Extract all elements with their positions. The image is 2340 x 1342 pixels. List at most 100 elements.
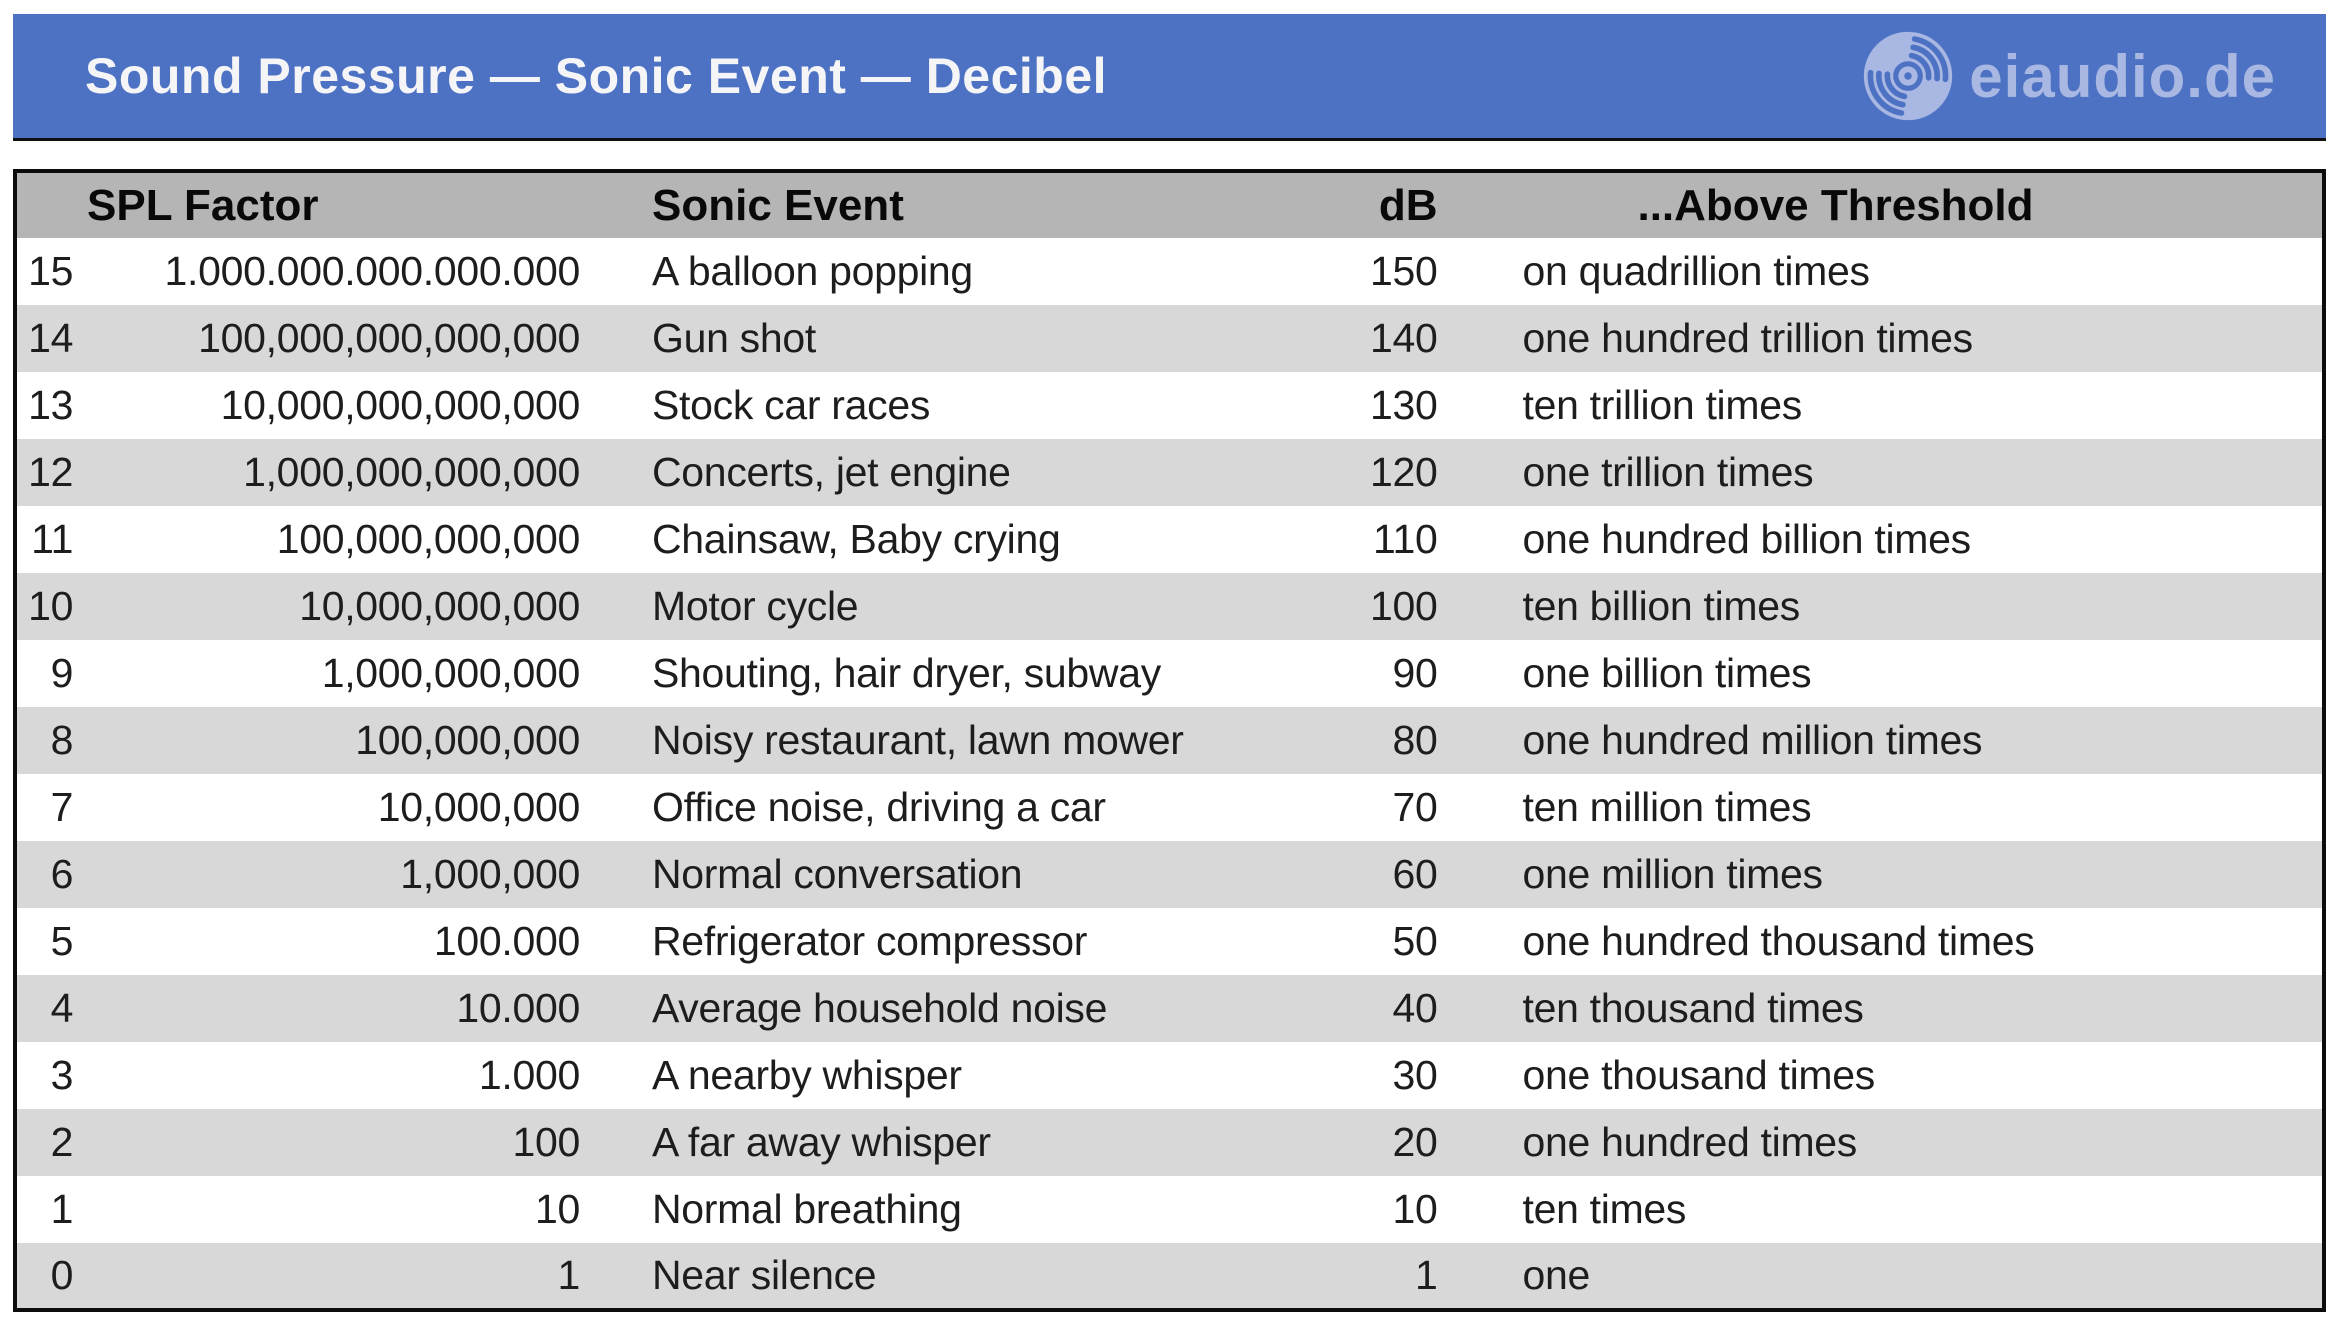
table-row: 1 10 Normal breathing 10 ten times (15, 1176, 2324, 1243)
spl-factor-value: 100.000 (433, 918, 580, 964)
table-row: 2 100 A far away whisper 20 one hundred … (15, 1109, 2324, 1176)
above-threshold: ten trillion times (1522, 382, 1802, 428)
db-value: 70 (1392, 784, 1438, 830)
table-row: 5 100.000 Refrigerator compressor 50 one… (15, 908, 2324, 975)
sonic-event: Stock car races (652, 382, 931, 428)
table-row: 11 100,000,000,000 Chainsaw, Baby crying… (15, 506, 2324, 573)
db-value: 140 (1369, 315, 1438, 361)
table-row: 7 10,000,000 Office noise, driving a car… (15, 774, 2324, 841)
spl-exponent: 1 (50, 1186, 74, 1232)
spl-exponent: 15 (28, 248, 74, 294)
page-title: Sound Pressure — Sonic Event — Decibel (85, 48, 1108, 104)
above-threshold: one hundred billion times (1522, 516, 1971, 562)
spl-factor-value: 1.000.000.000.000.000 (164, 248, 581, 294)
sonic-event: Normal breathing (652, 1186, 962, 1232)
spl-exponent: 7 (50, 784, 74, 830)
table-row: 4 10.000 Average household noise 40 ten … (15, 975, 2324, 1042)
column-header-spl-factor: SPL Factor (15, 171, 596, 238)
header-row: SPL Factor Sonic Event dB ...Above Thres… (15, 171, 2324, 238)
above-threshold: one hundred million times (1522, 717, 1983, 763)
db-value: 150 (1369, 248, 1438, 294)
db-value: 40 (1392, 985, 1438, 1031)
above-threshold: on quadrillion times (1522, 248, 1870, 294)
brand-wordmark: eiaudio.de (1969, 42, 2276, 110)
banner: Sound Pressure — Sonic Event — Decibel e… (13, 14, 2326, 141)
sonic-event: A far away whisper (652, 1119, 991, 1165)
db-value: 80 (1392, 717, 1438, 763)
spl-exponent: 10 (28, 583, 74, 629)
above-threshold: one billion times (1522, 650, 1812, 696)
sonic-event: Gun shot (652, 315, 816, 361)
db-value: 20 (1392, 1119, 1438, 1165)
spl-exponent: 14 (28, 315, 74, 361)
spl-factor-value: 100,000,000,000 (276, 516, 581, 562)
spl-exponent: 8 (50, 717, 74, 763)
table-row: 15 1.000.000.000.000.000 A balloon poppi… (15, 238, 2324, 305)
above-threshold: ten billion times (1522, 583, 1800, 629)
db-value: 10 (1392, 1186, 1438, 1232)
above-threshold: one million times (1522, 851, 1823, 897)
sonic-event: Near silence (652, 1252, 877, 1298)
spl-factor-value: 1,000,000 (400, 851, 580, 897)
spl-table: SPL Factor Sonic Event dB ...Above Thres… (13, 169, 2326, 1312)
table-row: 14 100,000,000,000,000 Gun shot 140 one … (15, 305, 2324, 372)
sonic-event: Average household noise (652, 985, 1108, 1031)
sonic-event: A nearby whisper (652, 1052, 962, 1098)
db-value: 100 (1369, 583, 1438, 629)
spl-factor-value: 10 (534, 1186, 580, 1232)
spl-factor-value: 100,000,000 (355, 717, 580, 763)
spl-exponent: 3 (50, 1052, 74, 1098)
spl-exponent: 0 (50, 1252, 74, 1298)
above-threshold: ten million times (1522, 784, 1812, 830)
db-value: 60 (1392, 851, 1438, 897)
vinyl-record-icon (1864, 31, 1953, 121)
db-value: 110 (1373, 516, 1438, 562)
sonic-event: Noisy restaurant, lawn mower (652, 717, 1184, 763)
spl-exponent: 13 (28, 382, 74, 428)
table-row: 12 1,000,000,000,000 Concerts, jet engin… (15, 439, 2324, 506)
spl-factor-value: 10,000,000 (377, 784, 581, 830)
db-value: 50 (1392, 918, 1438, 964)
column-header-db: dB (1342, 171, 1463, 238)
spl-exponent: 9 (50, 650, 74, 696)
spl-exponent: 11 (31, 516, 74, 562)
column-header-sonic-event: Sonic Event (596, 171, 1343, 238)
spl-exponent: 4 (50, 985, 74, 1031)
sonic-event: Office noise, driving a car (652, 784, 1106, 830)
above-threshold: one hundred times (1522, 1119, 1857, 1165)
above-threshold: ten thousand times (1522, 985, 1864, 1031)
sonic-event: Refrigerator compressor (652, 918, 1088, 964)
above-threshold: one thousand times (1522, 1052, 1875, 1098)
table-row: 8 100,000,000 Noisy restaurant, lawn mow… (15, 707, 2324, 774)
above-threshold: one hundred thousand times (1522, 918, 2035, 964)
db-value: 130 (1369, 382, 1438, 428)
sonic-event: Chainsaw, Baby crying (652, 516, 1061, 562)
spl-factor-value: 10,000,000,000,000 (220, 382, 581, 428)
db-value: 30 (1392, 1052, 1438, 1098)
table-row: 3 1.000 A nearby whisper 30 one thousand… (15, 1042, 2324, 1109)
above-threshold: ten times (1522, 1186, 1687, 1232)
table-row: 6 1,000,000 Normal conversation 60 one m… (15, 841, 2324, 908)
sonic-event: Motor cycle (652, 583, 859, 629)
sonic-event: Concerts, jet engine (652, 449, 1011, 495)
spl-factor-value: 100 (512, 1119, 580, 1165)
sonic-event: A balloon popping (652, 248, 973, 294)
above-threshold: one hundred trillion times (1522, 315, 1973, 361)
spl-exponent: 12 (28, 449, 74, 495)
sonic-event: Shouting, hair dryer, subway (652, 650, 1161, 696)
sonic-event: Normal conversation (652, 851, 1023, 897)
table-row: 9 1,000,000,000 Shouting, hair dryer, su… (15, 640, 2324, 707)
spl-exponent: 6 (50, 851, 74, 897)
above-threshold: one (1522, 1252, 1590, 1298)
spl-factor-value: 1.000 (478, 1052, 580, 1098)
spl-factor-value: 10.000 (456, 985, 580, 1031)
spl-factor-value: 1 (557, 1252, 580, 1298)
db-value: 120 (1369, 449, 1438, 495)
spl-exponent: 2 (50, 1119, 74, 1165)
spl-factor-value: 100,000,000,000,000 (198, 315, 580, 361)
brand: eiaudio.de (1861, 29, 2276, 123)
column-header-above-threshold: ...Above Threshold (1462, 171, 2324, 238)
table-row: 13 10,000,000,000,000 Stock car races 13… (15, 372, 2324, 439)
table-row: 10 10,000,000,000 Motor cycle 100 ten bi… (15, 573, 2324, 640)
